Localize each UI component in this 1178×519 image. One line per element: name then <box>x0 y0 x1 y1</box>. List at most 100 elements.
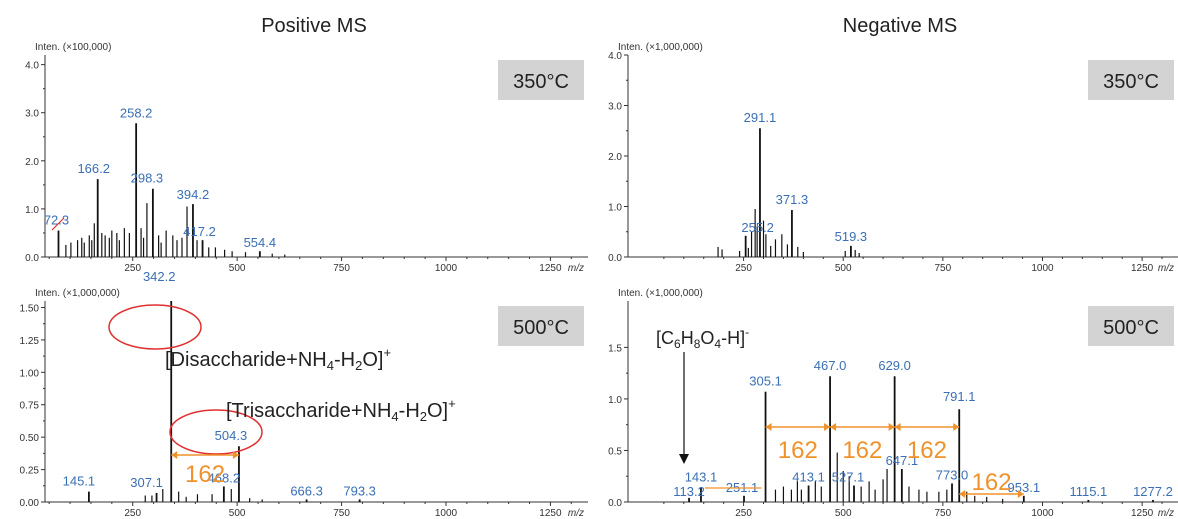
peak-label: 467.0 <box>814 358 847 373</box>
temperature-badge <box>1088 60 1174 100</box>
x-tick-label: 250 <box>735 508 752 519</box>
y-tick-label: 3.0 <box>608 102 622 113</box>
x-axis-label: m/z <box>1158 508 1174 519</box>
peak-label: 1115.1 <box>1069 484 1107 499</box>
y-tick-label: 0.0 <box>608 498 622 509</box>
peak-label: 371.3 <box>776 192 809 207</box>
peak-label: 791.1 <box>943 389 976 404</box>
peak-label: 255.2 <box>741 220 774 235</box>
peak-label: 666.3 <box>290 483 323 498</box>
formula-part: [Trisaccharide+NH <box>226 400 391 422</box>
x-tick-label: 250 <box>735 263 752 274</box>
y-tick-label: 4.0 <box>25 61 39 72</box>
x-tick-label: 750 <box>333 508 350 519</box>
y-axis-label: Inten. (×1,000,000) <box>35 288 120 299</box>
y-tick-label: 2.0 <box>25 157 39 168</box>
peak-label: 307.1 <box>130 475 163 490</box>
peak-label: 258.2 <box>120 105 153 120</box>
formula-part: 8 <box>694 337 701 351</box>
peak-leader-line <box>51 217 65 231</box>
x-tick-label: 500 <box>229 263 246 274</box>
mass-gap-label: 162 <box>971 469 1011 496</box>
temperature-label: 350°C <box>513 71 569 93</box>
x-tick-label: 1000 <box>1031 263 1054 274</box>
formula-part: [C <box>656 328 674 348</box>
arrow-head <box>894 423 901 431</box>
x-tick-label: 1250 <box>539 508 562 519</box>
y-tick-label: 0.0 <box>608 253 622 264</box>
peak-label: 504.3 <box>215 428 248 443</box>
y-tick-label: 0.0 <box>25 253 39 264</box>
y-tick-label: 0.5 <box>608 446 622 457</box>
formula-part: H <box>681 328 694 348</box>
mass-gap-label: 162 <box>778 437 818 464</box>
highlight-circle <box>108 304 202 350</box>
x-tick-label: 250 <box>124 508 141 519</box>
formula-part: 2 <box>355 358 362 373</box>
x-tick-label: 500 <box>835 263 852 274</box>
fragment-ion-label: [C6H8O4-H]- <box>656 325 749 351</box>
formula-part: -H] <box>721 328 745 348</box>
peak-label: 527.1 <box>832 470 865 485</box>
arrow-head <box>232 451 239 459</box>
peak-label: 394.2 <box>177 187 210 202</box>
formula-part: 4 <box>391 409 398 424</box>
x-tick-label: 250 <box>124 263 141 274</box>
y-axis-label: Inten. (×1,000,000) <box>618 288 703 299</box>
x-tick-label: 1000 <box>435 263 458 274</box>
y-tick-label: 1.25 <box>20 336 40 347</box>
temperature-badge <box>498 306 584 346</box>
x-tick-label: 1000 <box>1031 508 1054 519</box>
negative-350c-spectrum: Inten. (×1,000,000) 0.0 1.0 2.0 3.0 4.0 250 500… <box>608 42 1178 274</box>
x-tick-label: 500 <box>229 508 246 519</box>
x-tick-label: 750 <box>935 508 952 519</box>
x-axis-label: m/z <box>568 263 584 274</box>
arrow-head <box>888 423 895 431</box>
y-tick-label: 0.50 <box>20 433 40 444</box>
arrow-head <box>1017 490 1024 498</box>
formula-part: O <box>700 328 714 348</box>
y-axis-label: Inten. (×1,000,000) <box>618 42 703 53</box>
x-tick-label: 1250 <box>1131 263 1154 274</box>
formula-part: - <box>745 325 749 339</box>
peak-label: 113.2 <box>673 484 705 499</box>
peak-label: 519.3 <box>835 229 868 244</box>
peak-label: 1277.2 <box>1133 484 1173 499</box>
y-axis-label: Inten. (×100,000) <box>35 42 111 53</box>
x-tick-label: 500 <box>835 508 852 519</box>
y-tick-label: 1.0 <box>25 205 39 216</box>
x-tick-label: 750 <box>333 263 350 274</box>
temperature-badge <box>1088 306 1174 346</box>
temperature-label: 500°C <box>1103 317 1159 339</box>
formula-part: O] <box>427 400 448 422</box>
y-tick-label: 1.50 <box>20 303 40 314</box>
y-tick-label: 1.00 <box>20 368 40 379</box>
formula-part: 4 <box>714 337 721 351</box>
peak-label: 143.1 <box>685 470 718 485</box>
peak-label: 629.0 <box>878 358 911 373</box>
y-tick-label: 0.00 <box>20 498 40 509</box>
formula-part: + <box>448 396 456 411</box>
x-tick-label: 1250 <box>1131 508 1154 519</box>
peak-label: 145.1 <box>63 474 96 489</box>
formula-part: + <box>383 345 391 360</box>
negative-500c-spectrum: Inten. (×1,000,000) 0.0 0.5 1.0 1.5 250 500 750… <box>608 288 1178 519</box>
y-tick-label: 1.5 <box>608 343 622 354</box>
mass-gap-label: 162 <box>907 437 947 464</box>
arrow-head <box>171 451 178 459</box>
peak-label: 417.2 <box>183 224 216 239</box>
formula-part: -H <box>399 400 420 422</box>
arrow-head <box>830 423 837 431</box>
formula-part: [Disaccharide+NH <box>165 349 327 371</box>
x-axis-label: m/z <box>568 508 584 519</box>
peak-label: 773.0 <box>936 467 969 482</box>
positive-ms-header: Positive MS <box>261 15 367 37</box>
peak-label: 251.1 <box>726 480 759 495</box>
positive-350c-spectrum: Inten. (×100,000) 0.0 1.0 2.0 3.0 4.0 250 500 75… <box>25 42 588 274</box>
peak-label: 72.3 <box>44 213 69 228</box>
highlight-circle <box>169 409 263 455</box>
peak-label: 793.3 <box>343 483 376 498</box>
y-tick-label: 2.0 <box>608 152 622 163</box>
peak-label: 468.2 <box>208 470 241 485</box>
